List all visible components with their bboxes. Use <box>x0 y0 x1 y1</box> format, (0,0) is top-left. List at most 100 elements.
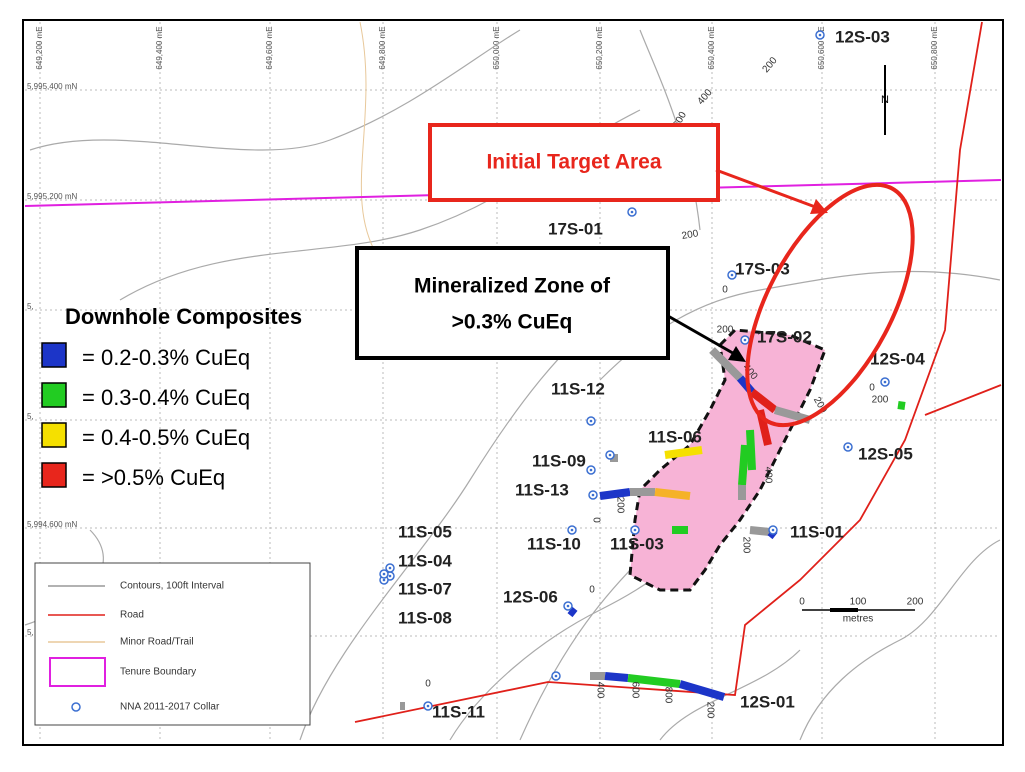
easting-label: 649,800 mE <box>378 26 387 69</box>
hole-label: 12S-05 <box>858 444 913 463</box>
composites-title: Downhole Composites <box>65 304 302 329</box>
road <box>924 384 1002 416</box>
drill-trace <box>749 388 778 414</box>
hole-label: 12S-03 <box>835 27 890 46</box>
collar-dot <box>589 468 593 472</box>
depth-label: 200 <box>740 537 751 554</box>
target-arrow-head <box>810 199 828 214</box>
contour <box>29 29 521 151</box>
composite-label: = 0.2-0.3% CuEq <box>82 345 250 370</box>
target-ellipse <box>745 182 915 428</box>
hole-label: 11S-12 <box>551 379 605 398</box>
scale-bar <box>830 608 858 612</box>
hole-label: 11S-06 <box>648 427 702 446</box>
map-legend-label: Contours, 100ft Interval <box>120 581 224 592</box>
zone-arrow <box>667 314 739 358</box>
depth-label: 0 <box>722 285 728 296</box>
collar-dot <box>566 604 570 608</box>
collar-dot <box>743 338 747 342</box>
road <box>354 21 983 723</box>
hole-label: 17S-01 <box>548 219 603 238</box>
mineralized-zone <box>628 328 827 592</box>
collar-dot <box>846 445 850 449</box>
legend-symbol <box>71 702 81 712</box>
collar-dot <box>426 704 430 708</box>
composite-label: = >0.5% CuEq <box>82 465 225 490</box>
northing-label: 5,995,400 mN <box>27 82 77 91</box>
collar-dot <box>388 566 392 570</box>
trail <box>359 21 381 261</box>
depth-label: 0 <box>590 517 601 523</box>
hole-label: 11S-01 <box>790 522 844 541</box>
depth-label: 200 <box>872 395 889 406</box>
hole-label: 11S-09 <box>532 451 586 470</box>
contour <box>799 539 1001 741</box>
scale-label: 200 <box>907 597 924 608</box>
composite-swatch <box>41 382 67 408</box>
collar-dot <box>570 528 574 532</box>
depth-label: 200 <box>614 497 625 514</box>
depth-label: 400 <box>762 467 773 484</box>
easting-label: 650,000 mE <box>492 26 501 69</box>
target-arrow <box>715 168 819 210</box>
scale-unit: metres <box>843 614 874 625</box>
depth-label: 0 <box>869 383 875 394</box>
depth-label: 200 <box>704 702 715 719</box>
collar-dot <box>382 578 386 582</box>
collar-dot <box>382 572 386 576</box>
scale-label: 0 <box>799 597 805 608</box>
drill-trace <box>678 680 726 701</box>
collar-dot <box>554 674 558 678</box>
composite-swatch <box>41 462 67 488</box>
easting-label: 650,800 mE <box>930 26 939 69</box>
hole-label: 12S-04 <box>870 349 925 368</box>
drill-trace <box>897 401 906 410</box>
depth-label: 800 <box>662 687 673 704</box>
hole-label: 11S-10 <box>527 534 581 553</box>
collar-dot <box>730 273 734 277</box>
map-legend-label: Road <box>120 610 144 621</box>
hole-label: 11S-08 <box>398 608 452 627</box>
drill-trace <box>709 347 743 381</box>
map-legend-label: Tenure Boundary <box>120 667 196 678</box>
easting-label: 650,600 mE <box>817 26 826 69</box>
collar-dot <box>630 210 634 214</box>
drill-trace <box>604 672 629 682</box>
hole-label: 11S-05 <box>398 522 452 541</box>
depth-label: 600 <box>629 682 640 699</box>
hole-label: 11S-13 <box>515 480 569 499</box>
drill-trace <box>749 526 771 536</box>
map-legend-label: Minor Road/Trail <box>120 637 194 648</box>
hole-label: 12S-06 <box>503 587 558 606</box>
north-label: N <box>881 94 889 106</box>
easting-label: 649,200 mE <box>35 26 44 69</box>
collar-dot <box>771 528 775 532</box>
hole-label: 17S-02 <box>757 327 812 346</box>
depth-label: 0 <box>425 679 431 690</box>
hole-label: 11S-07 <box>398 579 452 598</box>
collar-dot <box>589 419 593 423</box>
depth-label: 200 <box>681 228 700 242</box>
drill-trace <box>664 446 703 459</box>
zone-text: Mineralized Zone of <box>414 275 611 298</box>
collar-dot <box>818 33 822 37</box>
collar-dot <box>591 493 595 497</box>
hole-label: 11S-11 <box>432 702 485 721</box>
hole-label: 11S-04 <box>398 551 452 570</box>
drill-trace <box>746 429 756 471</box>
depth-label: 200 <box>717 325 734 336</box>
northing-label: 5,995,200 mN <box>27 192 77 201</box>
hole-label: 12S-01 <box>740 692 795 711</box>
collar-dot <box>608 453 612 457</box>
depth-label: 400 <box>594 682 605 699</box>
composite-swatch <box>41 342 67 368</box>
easting-label: 650,200 mE <box>595 26 604 69</box>
collar-dot <box>883 380 887 384</box>
zone-arrow-head <box>728 346 746 362</box>
drill-trace <box>738 444 749 486</box>
drill-trace <box>627 674 681 688</box>
map-legend-box <box>34 562 311 726</box>
zone-text: >0.3% CuEq <box>452 311 573 334</box>
zone-box <box>355 246 670 360</box>
